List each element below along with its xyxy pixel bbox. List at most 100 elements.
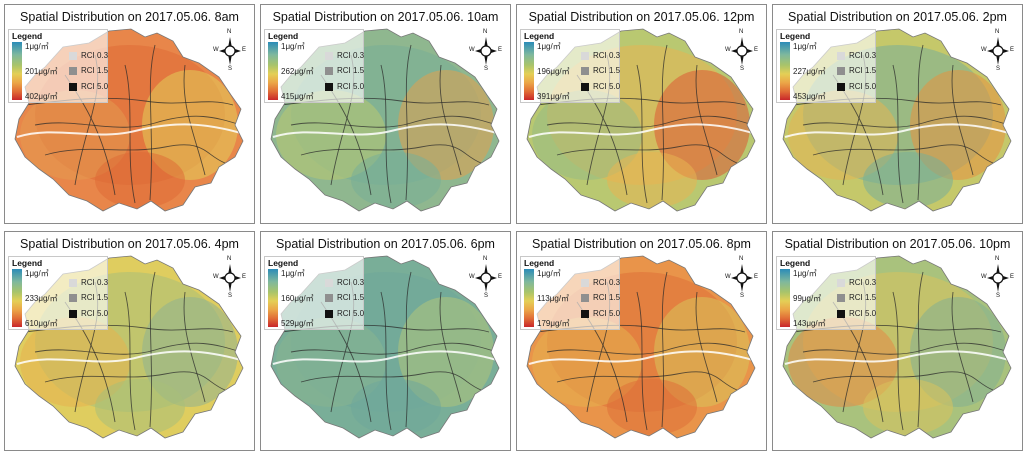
compass-e: E — [498, 274, 503, 280]
rci-label-mid: RCI 1.5 — [593, 293, 621, 302]
road-line — [636, 291, 648, 431]
map-grid: Spatial Distribution on 2017.05.06. 8am … — [4, 4, 1027, 452]
compass-n: N — [739, 29, 744, 35]
rci-label-low: RCI 0.3 — [593, 51, 621, 60]
road-line — [405, 44, 412, 201]
compass-rose: N S W E — [469, 29, 503, 75]
legend: Legend 1μg/㎥ 99μg/㎥ 143μg/㎥ RCI 0.3 RCI … — [776, 256, 876, 330]
rci-swatch-low — [581, 52, 589, 60]
concentration-zone — [863, 152, 953, 208]
rci-swatch-mid — [837, 67, 845, 75]
legend: Legend 1μg/㎥ 160μg/㎥ 529μg/㎥ RCI 0.3 RCI… — [264, 256, 364, 330]
rci-swatch-low — [325, 279, 333, 287]
color-ramp — [268, 269, 278, 327]
legend-mid: 113μg/㎥ — [537, 294, 570, 303]
legend: Legend 1μg/㎥ 196μg/㎥ 391μg/㎥ RCI 0.3 RCI… — [520, 29, 620, 103]
map-panel-10pm[interactable]: Spatial Distribution on 2017.05.06. 10pm… — [772, 231, 1023, 451]
legend-mid: 227μg/㎥ — [793, 67, 826, 76]
district-boundary — [270, 28, 500, 212]
compass-rose: N S W E — [981, 256, 1015, 302]
rci-label-high: RCI 5.0 — [81, 82, 109, 91]
legend-mid: 262μg/㎥ — [281, 67, 314, 76]
compass-s: S — [740, 293, 745, 299]
concentration-zone — [20, 317, 130, 407]
road-line — [556, 371, 738, 391]
rci-swatch-low — [581, 279, 589, 287]
district-boundary — [782, 255, 1012, 439]
rci-label-high: RCI 5.0 — [849, 82, 877, 91]
road-line — [44, 144, 226, 164]
concentration-zone — [532, 90, 642, 180]
rci-label-low: RCI 0.3 — [81, 278, 109, 287]
road-line — [546, 115, 754, 128]
concentration-zone — [788, 90, 898, 180]
rci-label-mid: RCI 1.5 — [849, 293, 877, 302]
concentration-zone — [863, 379, 953, 435]
legend-min: 1μg/㎥ — [25, 269, 49, 278]
color-ramp — [12, 42, 22, 100]
road-line — [183, 64, 206, 176]
map-panel-12pm[interactable]: Spatial Distribution on 2017.05.06. 12pm… — [516, 4, 767, 224]
rci-label-high: RCI 5.0 — [337, 82, 365, 91]
rci-swatch-mid — [325, 67, 333, 75]
map-panel-4pm[interactable]: Spatial Distribution on 2017.05.06. 4pm … — [4, 231, 255, 451]
compass-e: E — [242, 274, 247, 280]
legend-max: 143μg/㎥ — [793, 319, 826, 328]
legend-max: 402μg/㎥ — [25, 92, 58, 101]
color-ramp — [268, 42, 278, 100]
map-panel-8am[interactable]: Spatial Distribution on 2017.05.06. 8am … — [4, 4, 255, 224]
legend-title: Legend — [524, 31, 555, 41]
rci-swatch-high — [69, 310, 77, 318]
han-river — [528, 350, 754, 365]
road-line — [149, 271, 156, 428]
rci-label-mid: RCI 1.5 — [593, 66, 621, 75]
road-line — [695, 64, 718, 176]
compass-n: N — [227, 256, 232, 262]
han-river — [528, 123, 754, 138]
map-panel-10am[interactable]: Spatial Distribution on 2017.05.06. 10am… — [260, 4, 511, 224]
compass-w: W — [981, 274, 987, 280]
district-boundary — [782, 28, 1012, 212]
map-panel-8pm[interactable]: Spatial Distribution on 2017.05.06. 8pm … — [516, 231, 767, 451]
rci-label-mid: RCI 1.5 — [337, 293, 365, 302]
compass-s: S — [996, 66, 1001, 72]
map-panel-2pm[interactable]: Spatial Distribution on 2017.05.06. 2pm … — [772, 4, 1023, 224]
concentration-zone — [20, 90, 130, 180]
road-line — [546, 342, 754, 355]
rci-swatch-low — [837, 279, 845, 287]
compass-rose: N S W E — [725, 29, 759, 75]
compass-e: E — [242, 47, 247, 53]
compass-w: W — [981, 47, 987, 53]
rci-swatch-high — [581, 83, 589, 91]
legend-mid: 99μg/㎥ — [793, 294, 822, 303]
compass-s: S — [996, 293, 1001, 299]
rci-label-low: RCI 0.3 — [593, 278, 621, 287]
legend-title: Legend — [780, 258, 811, 268]
color-ramp — [524, 42, 534, 100]
compass-w: W — [725, 274, 731, 280]
panel-title: Spatial Distribution on 2017.05.06. 10am — [272, 10, 499, 24]
compass-e: E — [754, 47, 759, 53]
compass-e: E — [754, 274, 759, 280]
map-panel-6pm[interactable]: Spatial Distribution on 2017.05.06. 6pm … — [260, 231, 511, 451]
road-line — [892, 291, 904, 431]
han-river — [16, 123, 242, 138]
panel-title: Spatial Distribution on 2017.05.06. 2pm — [788, 10, 1007, 24]
road-line — [34, 342, 242, 355]
rci-swatch-high — [837, 83, 845, 91]
compass-w: W — [213, 274, 219, 280]
compass-n: N — [995, 256, 1000, 262]
compass-icon — [987, 264, 1009, 292]
compass-n: N — [227, 29, 232, 35]
compass-n: N — [995, 29, 1000, 35]
compass-w: W — [469, 47, 475, 53]
compass-w: W — [469, 274, 475, 280]
han-river — [784, 123, 1010, 138]
compass-s: S — [228, 66, 233, 72]
concentration-zone — [607, 152, 697, 208]
compass-icon — [731, 264, 753, 292]
road-line — [149, 44, 156, 201]
legend-title: Legend — [12, 258, 43, 268]
legend: Legend 1μg/㎥ 201μg/㎥ 402μg/㎥ RCI 0.3 RCI… — [8, 29, 108, 103]
road-line — [300, 144, 482, 164]
